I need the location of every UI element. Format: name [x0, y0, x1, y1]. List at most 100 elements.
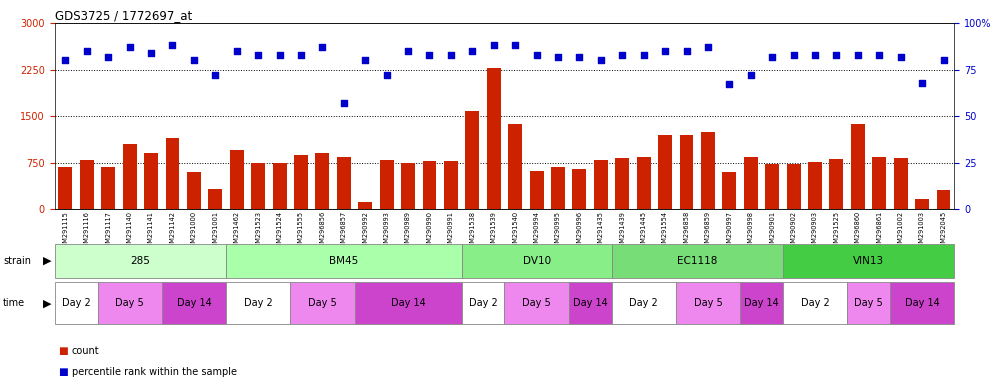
Bar — [723, 172, 737, 209]
Point — [807, 51, 823, 58]
Bar — [658, 135, 672, 209]
Bar — [294, 155, 308, 209]
Text: DV10: DV10 — [523, 256, 551, 266]
Text: Day 14: Day 14 — [177, 298, 212, 308]
Text: Day 2: Day 2 — [629, 298, 658, 308]
Point — [872, 51, 888, 58]
Bar — [465, 111, 479, 209]
Bar — [680, 135, 694, 209]
Text: count: count — [72, 346, 99, 356]
Point — [529, 51, 545, 58]
Bar — [615, 158, 629, 209]
Point — [592, 57, 608, 63]
Text: ▶: ▶ — [44, 298, 52, 308]
Text: ■: ■ — [58, 367, 68, 377]
Point — [935, 57, 951, 63]
Point — [186, 57, 202, 63]
Bar — [122, 144, 136, 209]
Text: Day 5: Day 5 — [694, 298, 723, 308]
Bar — [487, 68, 501, 209]
Text: EC1118: EC1118 — [677, 256, 718, 266]
Bar — [272, 163, 286, 209]
Point — [314, 44, 330, 50]
Text: time: time — [3, 298, 25, 308]
Bar — [637, 157, 651, 209]
Point — [293, 51, 309, 58]
Point — [722, 81, 738, 88]
Bar — [80, 160, 93, 209]
Bar — [744, 157, 757, 209]
Point — [58, 57, 74, 63]
Point — [893, 53, 909, 60]
Point — [165, 42, 181, 48]
Bar — [573, 169, 586, 209]
Bar — [59, 167, 73, 209]
Bar — [315, 154, 329, 209]
Bar — [101, 167, 115, 209]
Text: GDS3725 / 1772697_at: GDS3725 / 1772697_at — [55, 9, 192, 22]
Point — [443, 51, 459, 58]
Point — [507, 42, 523, 48]
Bar — [337, 157, 351, 209]
Text: Day 2: Day 2 — [244, 298, 272, 308]
Point — [785, 51, 801, 58]
Bar — [593, 160, 607, 209]
Bar — [829, 159, 843, 209]
Bar — [551, 167, 565, 209]
Bar — [936, 190, 950, 209]
Text: Day 5: Day 5 — [522, 298, 551, 308]
Point — [250, 51, 266, 58]
Bar — [209, 189, 223, 209]
Bar — [358, 202, 372, 209]
Point — [379, 72, 395, 78]
Point — [143, 50, 159, 56]
Point — [614, 51, 630, 58]
Bar — [166, 138, 180, 209]
Text: BM45: BM45 — [329, 256, 359, 266]
Text: Day 2: Day 2 — [800, 298, 829, 308]
Bar — [144, 154, 158, 209]
Text: VIN13: VIN13 — [853, 256, 884, 266]
Point — [636, 51, 652, 58]
Bar — [380, 160, 394, 209]
Point — [550, 53, 566, 60]
Point — [828, 51, 844, 58]
Bar — [915, 199, 929, 209]
Text: Day 5: Day 5 — [308, 298, 337, 308]
Point — [850, 51, 866, 58]
Point — [357, 57, 373, 63]
Bar — [873, 157, 887, 209]
Point — [657, 48, 673, 54]
Text: percentile rank within the sample: percentile rank within the sample — [72, 367, 237, 377]
Point — [464, 48, 480, 54]
Bar — [894, 158, 908, 209]
Point — [421, 51, 437, 58]
Bar — [530, 171, 544, 209]
Bar — [851, 124, 865, 209]
Point — [208, 72, 224, 78]
Bar — [508, 124, 522, 209]
Text: Day 5: Day 5 — [115, 298, 144, 308]
Bar — [402, 163, 415, 209]
Text: Day 5: Day 5 — [854, 298, 883, 308]
Text: Day 14: Day 14 — [745, 298, 779, 308]
Text: Day 2: Day 2 — [468, 298, 497, 308]
Text: Day 14: Day 14 — [391, 298, 425, 308]
Point — [743, 72, 758, 78]
Text: ■: ■ — [58, 346, 68, 356]
Bar — [701, 132, 715, 209]
Text: Day 14: Day 14 — [905, 298, 939, 308]
Point — [700, 44, 716, 50]
Point — [271, 51, 287, 58]
Point — [79, 48, 94, 54]
Bar — [251, 163, 265, 209]
Point — [401, 48, 416, 54]
Text: Day 14: Day 14 — [573, 298, 607, 308]
Bar — [444, 161, 458, 209]
Bar — [765, 164, 779, 209]
Bar — [230, 150, 244, 209]
Point — [121, 44, 137, 50]
Point — [100, 53, 116, 60]
Point — [229, 48, 245, 54]
Bar — [786, 164, 800, 209]
